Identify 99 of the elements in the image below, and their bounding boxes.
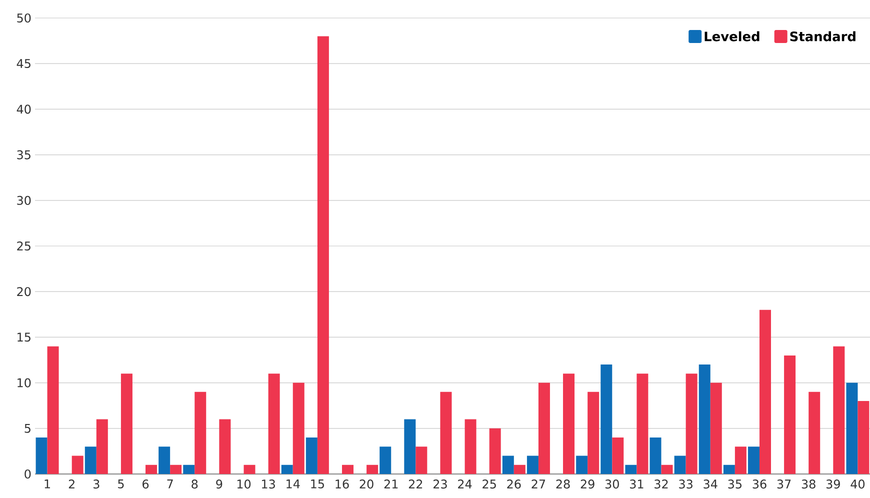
bar: [563, 374, 575, 474]
y-tick-label: 25: [17, 241, 30, 251]
y-tick-label: 20: [17, 287, 31, 296]
bar: [404, 419, 416, 474]
bar: [292, 382, 304, 474]
x-tick-label: 20: [360, 480, 374, 489]
bar: [759, 310, 771, 474]
x-tick-label: 30: [605, 480, 619, 489]
x-tick-label: 22: [408, 480, 422, 488]
x-tick-label: 28: [556, 480, 570, 489]
bar: [464, 419, 476, 474]
x-tick-label: 31: [630, 480, 644, 489]
bar: [380, 446, 392, 474]
bar: [244, 464, 256, 474]
bar: [194, 392, 206, 474]
x-tick-label: 37: [777, 480, 791, 489]
x-tick-label: 10: [237, 480, 251, 489]
bar: [281, 464, 293, 474]
x-tick-label: 2: [68, 480, 74, 488]
y-tick-label: 5: [24, 424, 30, 433]
x-tick-label: 1: [44, 480, 50, 488]
bar: [576, 456, 588, 474]
y-tick-label: 45: [16, 59, 30, 68]
y-tick-label: 40: [16, 104, 31, 114]
bar: [84, 446, 96, 474]
x-tick-label: 16: [336, 480, 349, 489]
bar: [833, 346, 845, 474]
bar: [72, 456, 84, 474]
x-tick-label: 32: [654, 480, 668, 489]
bar: [588, 392, 600, 474]
bar: [650, 438, 662, 474]
bar: [514, 464, 526, 474]
x-tick-label: 21: [384, 480, 398, 488]
bar: [612, 438, 624, 474]
x-tick-label: 35: [728, 480, 742, 489]
x-tick-label: 24: [458, 480, 472, 488]
x-tick-label: 25: [482, 480, 496, 489]
bar: [146, 464, 158, 474]
bar: [846, 382, 858, 474]
bar: [784, 355, 796, 474]
bar: [489, 428, 501, 474]
x-tick-label: 38: [802, 480, 816, 489]
bar: [440, 392, 452, 474]
x-tick-label: 5: [118, 480, 124, 488]
bar: [734, 446, 746, 474]
x-tick-label: 15: [311, 480, 324, 488]
x-tick-label: 13: [262, 480, 275, 489]
bar: [268, 374, 280, 474]
bar: [674, 456, 686, 474]
bar: [120, 374, 132, 474]
x-tick-label: 27: [532, 480, 546, 488]
x-tick-label: 29: [580, 480, 594, 489]
bar: [625, 464, 637, 474]
bar: [526, 456, 538, 474]
y-tick-label: 10: [18, 378, 31, 388]
bar: [723, 464, 735, 474]
y-tick-label: 15: [18, 332, 30, 342]
legend-label: Leveled: [704, 31, 760, 42]
bar: [748, 446, 760, 474]
bar: [600, 364, 612, 474]
y-tick-label: 35: [17, 150, 30, 160]
bar: [317, 36, 329, 474]
bar: [858, 401, 870, 474]
x-tick-label: 14: [286, 480, 300, 488]
bar: [306, 438, 318, 474]
bar: [366, 464, 378, 474]
x-tick-label: 39: [826, 480, 840, 489]
x-tick-label: 33: [679, 480, 692, 489]
bar: [686, 374, 698, 474]
legend-label: Standard: [790, 31, 856, 42]
x-tick-label: 8: [192, 480, 198, 489]
x-tick-label: 6: [142, 480, 149, 489]
x-tick-label: 34: [704, 480, 718, 489]
bar: [158, 446, 170, 474]
bar: [47, 346, 59, 474]
x-tick-label: 40: [850, 480, 865, 489]
bar: [96, 419, 108, 474]
bar: [36, 438, 48, 474]
y-tick-label: 50: [17, 13, 31, 23]
x-tick-label: 26: [507, 480, 521, 489]
bar: [808, 392, 820, 474]
bar: [342, 464, 354, 474]
x-tick-label: 36: [752, 480, 766, 489]
bar: [170, 464, 182, 474]
x-tick-label: 7: [167, 480, 173, 488]
bar: [698, 364, 710, 474]
bar: [502, 456, 514, 474]
x-tick-label: 3: [94, 480, 100, 489]
bar: [183, 464, 195, 474]
bar: [538, 382, 550, 474]
x-tick-label: 9: [216, 480, 222, 489]
bar: [219, 419, 231, 474]
bar: [416, 446, 428, 474]
x-tick-label: 23: [433, 480, 447, 489]
bar: [661, 464, 673, 474]
bar: [710, 382, 722, 474]
y-tick-label: 30: [17, 196, 31, 205]
bar: [636, 374, 648, 474]
y-tick-label: 0: [24, 469, 31, 479]
